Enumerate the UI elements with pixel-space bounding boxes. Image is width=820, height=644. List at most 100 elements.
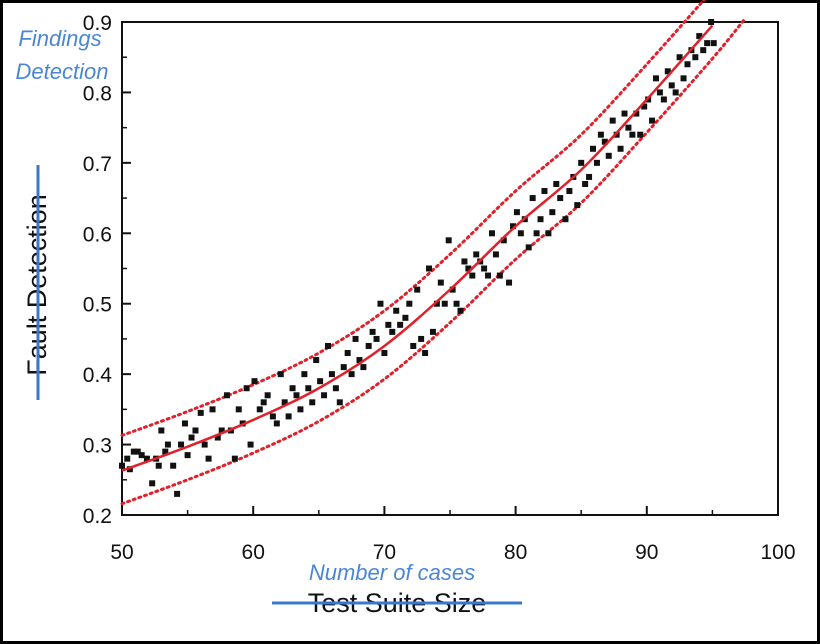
data-point [285,413,292,420]
x-tick-label: 70 [373,541,396,564]
y-tick-label: 0.2 [83,505,112,528]
data-point [668,82,675,89]
data-point [130,448,137,455]
data-point [541,188,548,195]
data-point [566,188,573,195]
data-point [247,441,254,448]
data-point [214,434,221,441]
data-point [529,195,536,202]
data-point [633,110,640,117]
data-point [457,307,464,314]
data-point [537,216,544,223]
data-points [119,19,717,497]
data-point [397,321,404,328]
data-point [506,279,513,286]
y-axis-annotation-line-1: Findings [18,26,101,51]
data-point [437,279,444,286]
data-point [328,371,335,378]
x-tick-label: 100 [760,541,795,564]
data-point [593,159,600,166]
data-point [243,385,250,392]
y-tick-label: 0.5 [83,294,112,317]
data-point [293,392,300,399]
data-point [344,350,351,357]
data-point [649,117,656,124]
data-point [418,335,425,342]
data-point [289,385,296,392]
data-point [184,452,191,459]
y-tick-label: 0.7 [83,153,112,176]
y-tick-label: 0.9 [83,12,112,35]
data-point [231,455,238,462]
data-point [625,124,632,131]
data-point [465,265,472,272]
data-point [557,195,564,202]
y-tick-label: 0.3 [83,435,112,458]
data-point [629,131,636,138]
data-point [260,399,267,406]
data-point [324,342,331,349]
data-point [517,230,524,237]
data-point [313,357,320,364]
data-point [281,399,288,406]
data-point [352,335,359,342]
data-point [162,448,169,455]
data-point [656,89,663,96]
data-point [205,455,212,462]
data-point [496,272,503,279]
data-point [562,216,569,223]
upper-prediction-band [120,0,706,437]
data-point [218,427,225,434]
data-point [513,209,520,216]
data-point [309,399,316,406]
data-point [492,251,499,258]
data-point [143,455,150,462]
data-point [158,427,165,434]
data-point [500,237,507,244]
data-point [119,462,125,469]
data-point [441,300,448,307]
data-point [692,54,699,61]
data-point [660,96,667,103]
data-point [256,406,263,413]
y-axis-annotation-line-2: Detection [16,59,109,84]
data-point [680,75,687,82]
x-tick-label: 80 [504,541,527,564]
data-point [586,173,593,180]
data-point [549,209,556,216]
data-point [652,75,659,82]
data-point [488,230,495,237]
lower-prediction-band [120,16,747,506]
data-point [393,307,400,314]
data-point [277,371,284,378]
data-point [461,258,468,265]
data-point [181,420,188,427]
data-point [174,490,181,497]
data-point [305,385,312,392]
data-point [410,342,417,349]
data-point [676,54,683,61]
data-point [138,452,145,459]
data-point [664,68,671,75]
data-point [574,202,581,209]
data-point [201,441,208,448]
data-point [369,328,376,335]
data-point [192,427,199,434]
data-point [578,159,585,166]
data-point [597,131,604,138]
data-point [621,110,628,117]
data-point [582,180,589,187]
data-point [381,350,388,357]
data-point [297,406,304,413]
data-point [170,462,177,469]
data-point [406,300,413,307]
data-point [637,131,644,138]
data-point [433,300,440,307]
data-point [389,328,396,335]
y-tick-label: 0.4 [83,364,113,387]
data-point [197,409,204,416]
data-point [449,286,456,293]
data-point [149,480,156,487]
